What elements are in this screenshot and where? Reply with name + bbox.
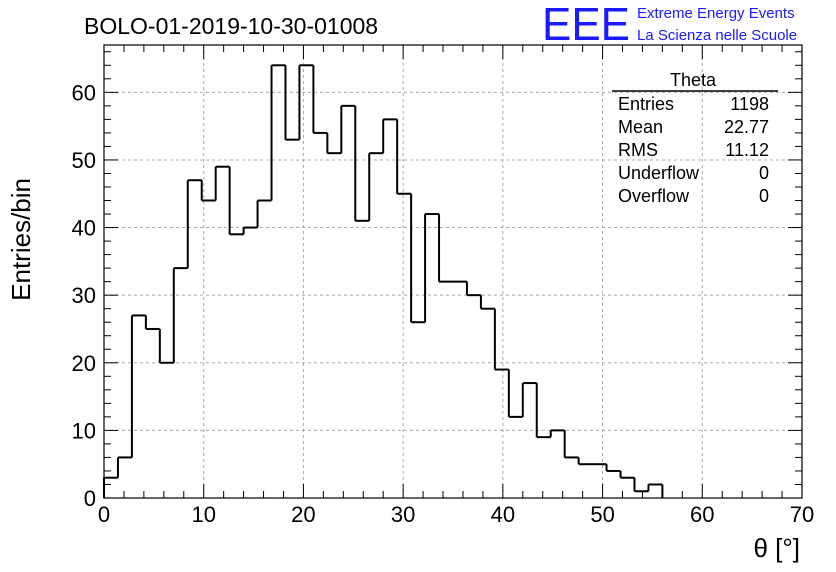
y-tick-label: 0 [84, 486, 96, 511]
stats-row-label: RMS [618, 140, 658, 160]
stats-row-label: Overflow [618, 186, 690, 206]
logo-mark: EEE [542, 0, 630, 50]
y-tick-label: 20 [72, 351, 96, 376]
y-tick-label: 10 [72, 418, 96, 443]
chart-title: BOLO-01-2019-10-30-01008 [84, 13, 378, 39]
grid-lines [104, 45, 802, 498]
tick-labels: 0 10 20 30 40 50 60 70 0 10 20 30 40 50 60 [72, 80, 815, 527]
eee-logo: EEE Extreme Energy Events La Scienza nel… [542, 0, 797, 50]
y-tick-label: 40 [72, 216, 96, 241]
stats-row-value: 1198 [730, 94, 769, 114]
y-tick-label: 50 [72, 148, 96, 173]
stats-row-value: 0 [759, 163, 769, 183]
x-tick-label: 10 [191, 502, 215, 527]
x-tick-label: 30 [391, 502, 415, 527]
y-tick-label: 60 [72, 80, 96, 105]
stats-row-label: Entries [618, 94, 674, 114]
stats-row-label: Mean [618, 117, 663, 137]
logo-line-1: Extreme Energy Events [637, 5, 795, 22]
stats-row-value: 22.77 [724, 117, 769, 137]
histogram-series [103, 64, 664, 498]
x-axis-label: θ [°] [753, 533, 800, 563]
stats-row-value: 11.12 [725, 140, 769, 160]
axis-ticks [103, 45, 803, 499]
x-tick-label: 0 [98, 502, 110, 527]
x-tick-label: 40 [491, 502, 515, 527]
x-tick-label: 50 [590, 502, 614, 527]
stats-title: Theta [670, 70, 717, 90]
y-tick-label: 30 [72, 283, 96, 308]
stats-row-value: 0 [759, 186, 769, 206]
x-tick-label: 20 [291, 502, 315, 527]
stats-row-label: Underflow [618, 163, 700, 183]
x-tick-label: 60 [690, 502, 714, 527]
plot-frame-rect [103, 44, 803, 499]
logo-line-2: La Scienza nelle Scuole [637, 27, 797, 44]
stats-box: Theta Entries 1198 Mean 22.77 RMS 11.12 Underf… [612, 70, 778, 206]
y-axis-label: Entries/bin [6, 178, 36, 301]
x-tick-label: 70 [790, 502, 814, 527]
plot-frame [103, 44, 803, 499]
